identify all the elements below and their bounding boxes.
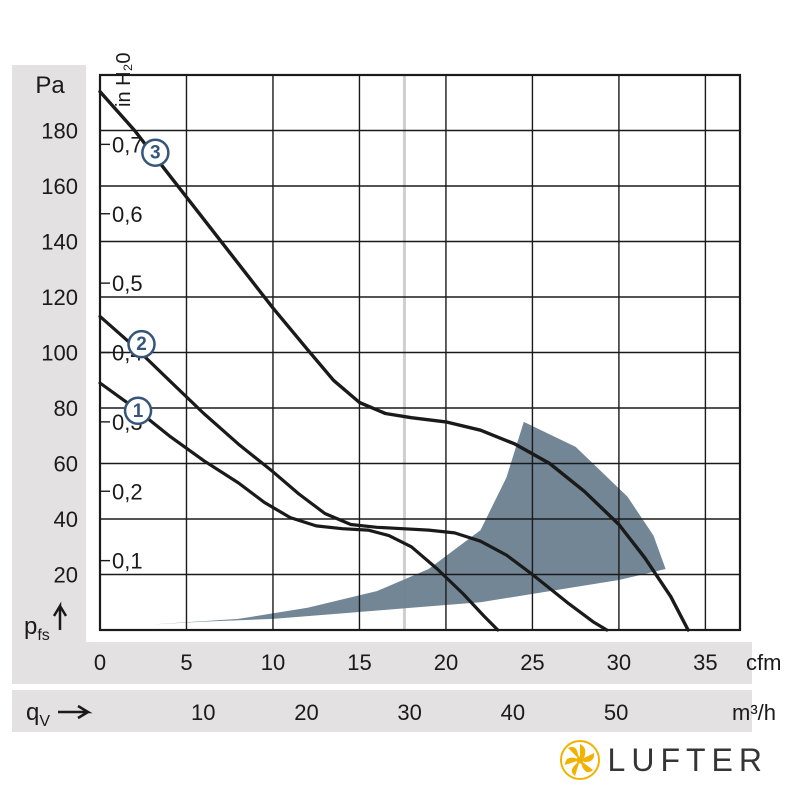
svg-text:in H₂0: in H₂0 (113, 53, 135, 107)
svg-text:0,5: 0,5 (112, 271, 143, 296)
svg-text:160: 160 (41, 174, 78, 199)
fan-icon (560, 740, 600, 780)
chart-container: 0,10,20,30,40,50,60,7in H₂0123Pa20406080… (0, 0, 800, 800)
svg-text:25: 25 (520, 650, 544, 675)
svg-text:cfm: cfm (746, 650, 781, 675)
svg-text:20: 20 (54, 563, 78, 588)
svg-text:5: 5 (180, 650, 192, 675)
svg-text:60: 60 (54, 452, 78, 477)
svg-text:10: 10 (191, 700, 215, 725)
svg-text:50: 50 (604, 700, 628, 725)
fan-curve-chart: 0,10,20,30,40,50,60,7in H₂0123Pa20406080… (0, 0, 800, 800)
svg-text:0,1: 0,1 (112, 549, 143, 574)
svg-text:35: 35 (693, 650, 717, 675)
svg-text:m³/h: m³/h (732, 700, 776, 725)
svg-text:30: 30 (607, 650, 631, 675)
svg-text:0: 0 (94, 650, 106, 675)
svg-text:20: 20 (434, 650, 458, 675)
brand-logo: LUFTER (560, 740, 768, 780)
svg-text:15: 15 (347, 650, 371, 675)
svg-text:40: 40 (54, 507, 78, 532)
svg-text:0,6: 0,6 (112, 202, 143, 227)
svg-text:30: 30 (397, 700, 421, 725)
svg-text:10: 10 (261, 650, 285, 675)
svg-text:120: 120 (41, 285, 78, 310)
svg-text:40: 40 (501, 700, 525, 725)
svg-text:100: 100 (41, 341, 78, 366)
svg-text:20: 20 (294, 700, 318, 725)
svg-text:0,2: 0,2 (112, 479, 143, 504)
svg-text:3: 3 (150, 143, 161, 164)
svg-text:1: 1 (133, 401, 144, 422)
brand-text: LUFTER (608, 742, 768, 779)
svg-text:2: 2 (136, 334, 147, 355)
svg-text:80: 80 (54, 396, 78, 421)
svg-text:140: 140 (41, 230, 78, 255)
svg-text:Pa: Pa (35, 72, 65, 99)
svg-text:180: 180 (41, 119, 78, 144)
